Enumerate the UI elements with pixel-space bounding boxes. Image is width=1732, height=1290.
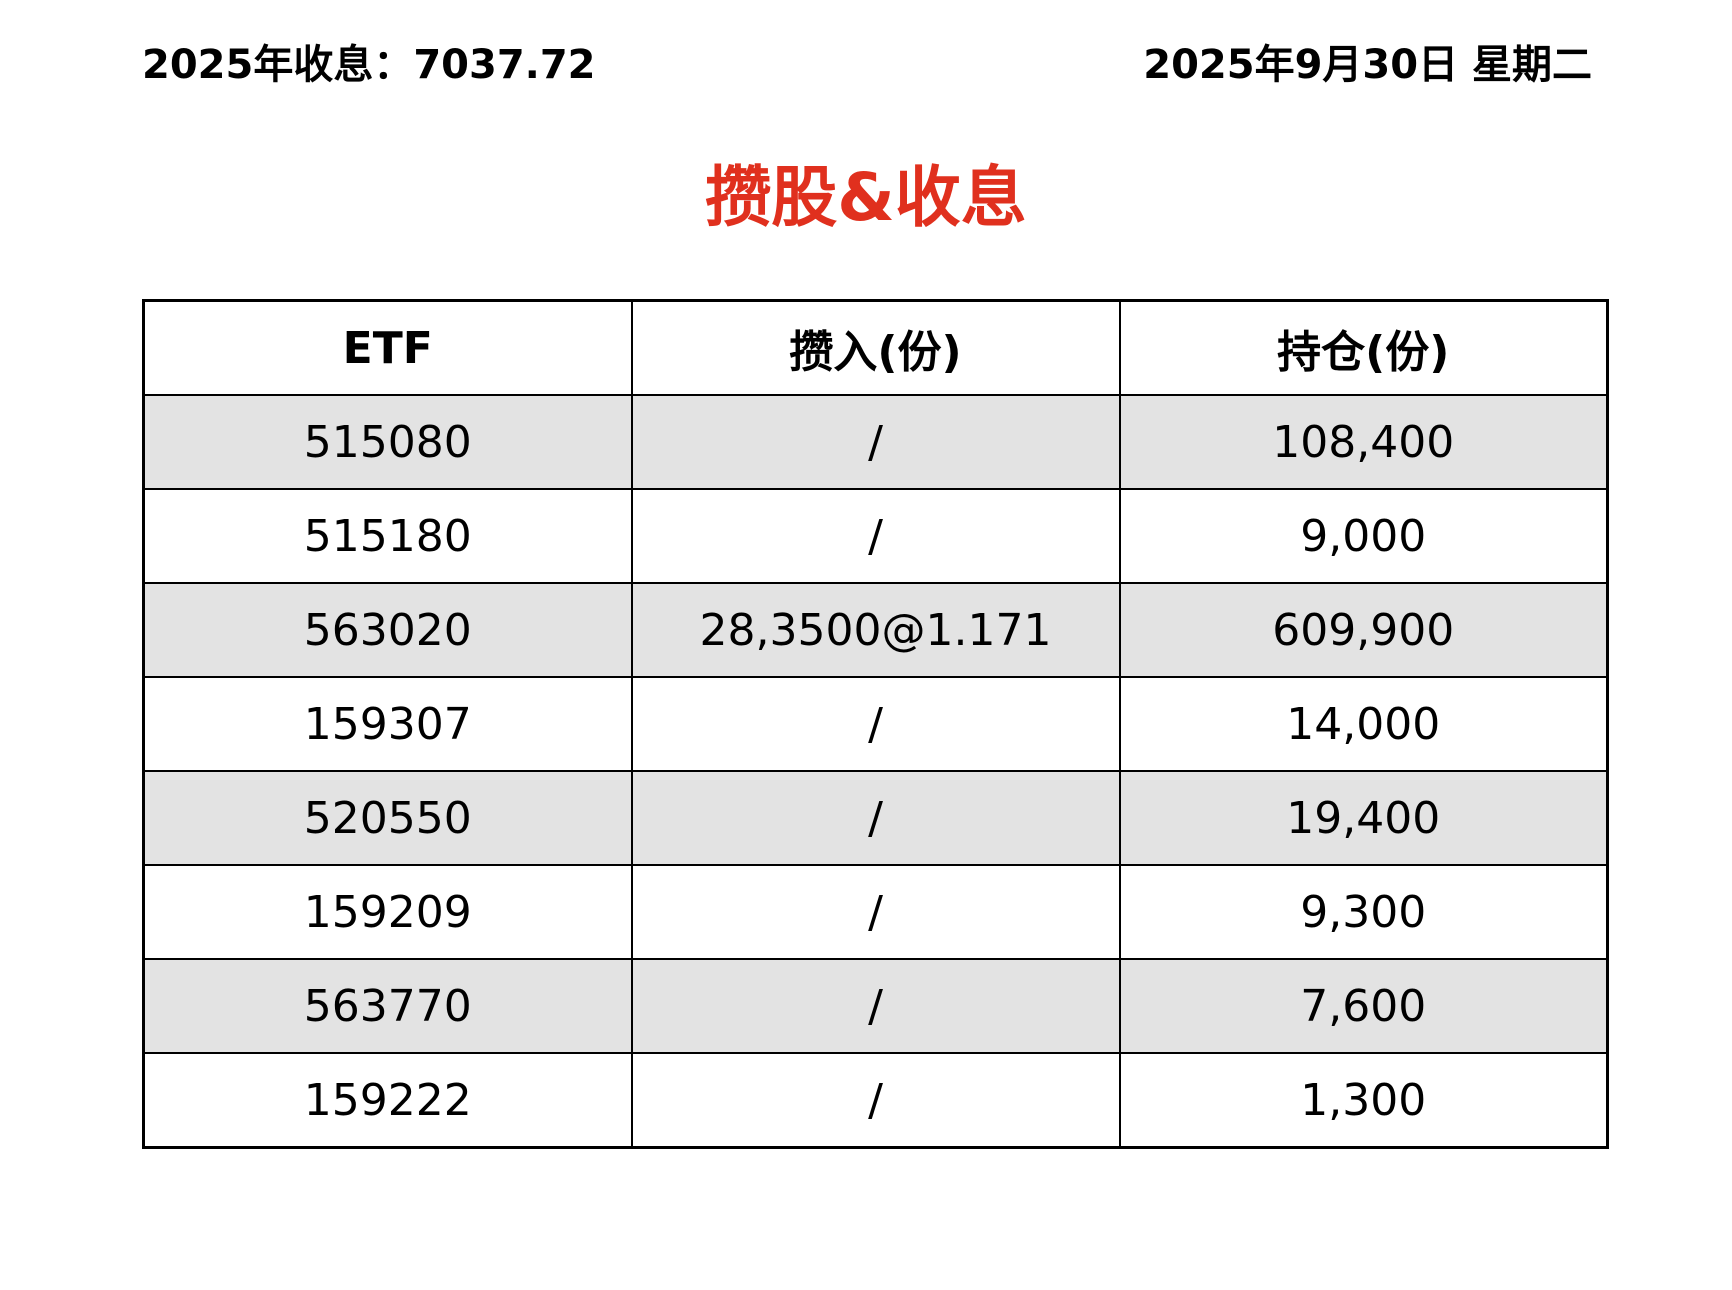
- bought-cell: /: [630, 488, 1121, 584]
- etf-code-cell: 159307: [142, 676, 633, 772]
- etf-code-cell: 520550: [142, 770, 633, 866]
- bought-cell: /: [630, 958, 1121, 1054]
- bought-cell: /: [630, 1052, 1121, 1149]
- etf-code-cell: 159222: [142, 1052, 633, 1149]
- bought-cell: /: [630, 770, 1121, 866]
- table-row: 563770/7,600: [142, 958, 1609, 1054]
- bought-cell: /: [630, 676, 1121, 772]
- table-row: 159307/14,000: [142, 676, 1609, 772]
- etf-code-cell: 515180: [142, 488, 633, 584]
- table-row: 520550/19,400: [142, 770, 1609, 866]
- table-row: 515080/108,400: [142, 394, 1609, 490]
- holding-cell: 609,900: [1118, 582, 1609, 678]
- bought-cell: 28,3500@1.171: [630, 582, 1121, 678]
- table-row: 515180/9,000: [142, 488, 1609, 584]
- date-label: 2025年9月30日 星期二: [1143, 42, 1592, 88]
- holdings-table: ETF 攒入(份) 持仓(份) 515080/108,400 515180/9,0…: [142, 299, 1609, 1149]
- etf-code-cell: 563770: [142, 958, 633, 1054]
- column-header-holding: 持仓(份): [1118, 299, 1609, 396]
- table-row: 159209/9,300: [142, 864, 1609, 960]
- column-header-etf: ETF: [142, 299, 633, 396]
- holding-cell: 19,400: [1118, 770, 1609, 866]
- etf-code-cell: 515080: [142, 394, 633, 490]
- bought-cell: /: [630, 394, 1121, 490]
- table-header-row: ETF 攒入(份) 持仓(份): [142, 299, 1609, 396]
- bought-cell: /: [630, 864, 1121, 960]
- page-title: 攒股&收息: [705, 159, 1027, 236]
- holding-cell: 7,600: [1118, 958, 1609, 1054]
- holding-cell: 9,300: [1118, 864, 1609, 960]
- column-header-bought: 攒入(份): [630, 299, 1121, 396]
- holding-cell: 9,000: [1118, 488, 1609, 584]
- annual-income: 2025年收息：7037.72: [142, 42, 596, 88]
- etf-code-cell: 563020: [142, 582, 633, 678]
- table-row: 159222/1,300: [142, 1052, 1609, 1149]
- etf-code-cell: 159209: [142, 864, 633, 960]
- holding-cell: 108,400: [1118, 394, 1609, 490]
- table-row: 563020 28,3500@1.171 609,900: [142, 582, 1609, 678]
- holding-cell: 1,300: [1118, 1052, 1609, 1149]
- holding-cell: 14,000: [1118, 676, 1609, 772]
